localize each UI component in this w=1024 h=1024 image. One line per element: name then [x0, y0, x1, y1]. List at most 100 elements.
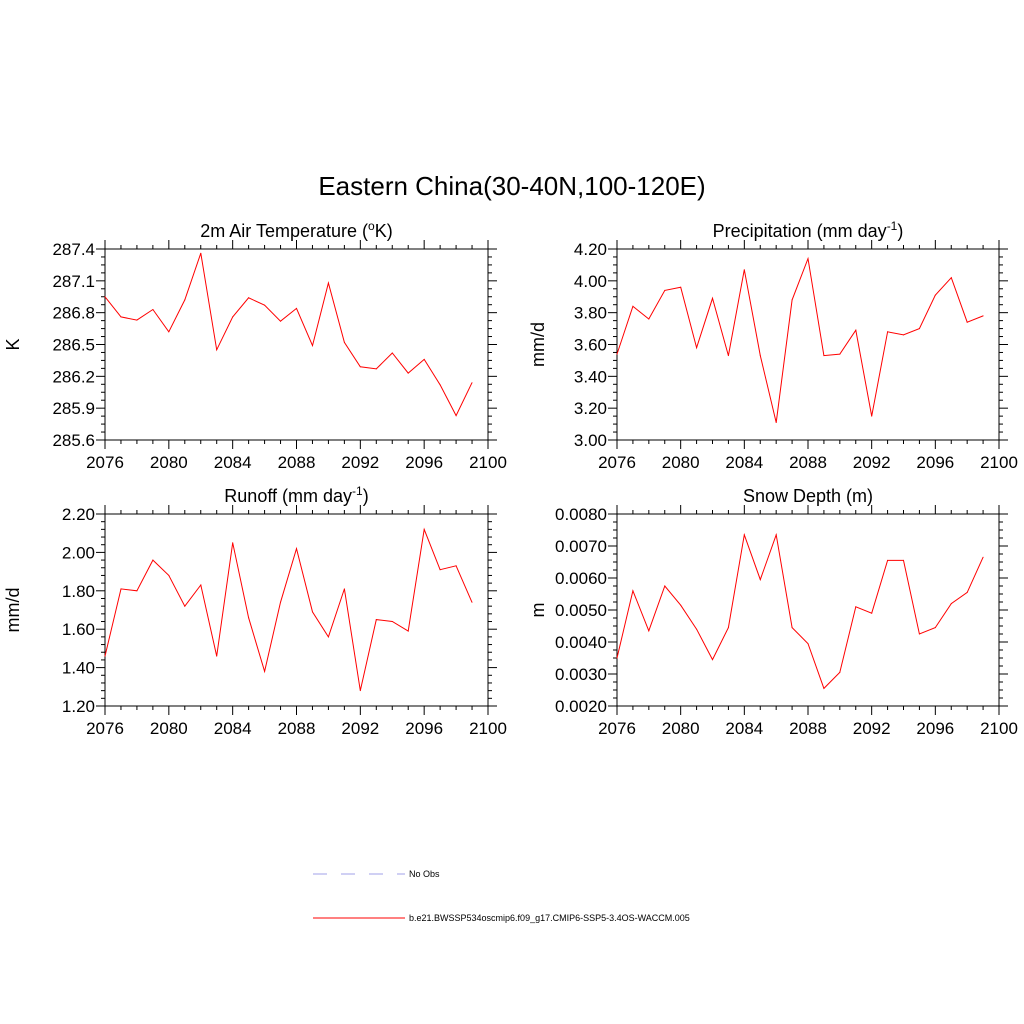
data-point [375, 619, 377, 621]
y-tick-label: 1.60 [62, 620, 95, 639]
data-point [232, 316, 234, 318]
x-tick-label: 2096 [916, 719, 954, 738]
x-tick-label: 2084 [214, 453, 252, 472]
data-point [775, 422, 777, 423]
plot-frame [104, 513, 489, 707]
data-point [887, 331, 889, 333]
data-point [696, 347, 698, 349]
plot-frame [616, 513, 1000, 707]
data-point [136, 590, 138, 592]
data-point [200, 252, 202, 254]
x-tick-label: 2092 [853, 719, 891, 738]
data-point [471, 601, 473, 603]
data-point [184, 605, 186, 607]
x-tick-label: 2100 [469, 719, 507, 738]
data-point [839, 671, 841, 673]
x-tick-label: 2088 [789, 719, 827, 738]
y-tick-label: 286.2 [52, 367, 95, 386]
data-point [871, 415, 873, 417]
data-point [712, 659, 713, 661]
data-point [264, 304, 266, 306]
data-point [423, 358, 425, 360]
y-tick-label: 1.40 [62, 659, 95, 678]
data-point [136, 319, 138, 321]
x-tick-label: 2096 [916, 453, 954, 472]
data-point [471, 382, 473, 384]
x-tick-label: 2088 [789, 453, 827, 472]
panels: 2076 2080 2084 2088 2092 2096 2100 285.6 285.9 28… [3, 219, 1018, 738]
x-tick-label: 2076 [598, 453, 636, 472]
data-point [966, 321, 968, 323]
data-point [120, 316, 122, 318]
data-point [343, 341, 345, 343]
x-tick-label: 2096 [405, 453, 443, 472]
data-point [855, 329, 857, 331]
data-point [104, 655, 106, 657]
data-point [407, 372, 409, 374]
panel-title-text: 2m Air Temperature ( [200, 221, 368, 241]
y-tick-label: 3.00 [574, 431, 607, 450]
data-point [759, 579, 761, 581]
x-tick-label: 2092 [341, 719, 379, 738]
data-point [120, 588, 122, 590]
data-point [312, 345, 313, 347]
data-point [632, 305, 634, 307]
data-point [982, 315, 984, 317]
data-point [312, 611, 313, 613]
data-point [296, 307, 297, 309]
data-point [232, 542, 234, 544]
plot-frame [104, 248, 489, 441]
data-point [950, 277, 952, 279]
data-point [216, 655, 218, 657]
x-tick-label: 2080 [150, 719, 188, 738]
legend-label-no-obs: No Obs [409, 869, 440, 879]
data-point [359, 366, 361, 368]
data-point [934, 294, 936, 296]
data-point [871, 612, 873, 614]
data-point [791, 627, 793, 629]
x-tick-label: 2084 [725, 719, 763, 738]
data-point [918, 633, 920, 635]
figure-title: Eastern China(30-40N,100-120E) [318, 171, 705, 201]
y-axis-label: mm/d [528, 322, 548, 367]
y-axis-label: K [3, 338, 23, 350]
y-tick-label: 286.5 [52, 336, 95, 355]
x-tick-label: 2100 [469, 453, 507, 472]
data-point [775, 534, 777, 536]
y-tick-label: 3.40 [574, 367, 607, 386]
data-point [391, 352, 393, 354]
data-point [343, 588, 345, 590]
data-point [966, 591, 968, 593]
y-tick-label: 0.0020 [555, 697, 607, 716]
panel-title: 2m Air Temperature (oK) [200, 219, 392, 241]
data-point [423, 528, 425, 530]
y-tick-label: 0.0040 [555, 633, 607, 652]
panel-title-suffix: ) [897, 221, 903, 241]
x-tick-label: 2088 [278, 719, 316, 738]
x-tick-label: 2076 [86, 719, 124, 738]
data-point [903, 559, 904, 561]
data-point [439, 384, 441, 386]
data-point [391, 621, 393, 622]
data-point [375, 368, 377, 370]
panel-precipitation: 2076 2080 2084 2088 2092 2096 2100 3.00 3.20 3.40… [528, 219, 1018, 472]
y-tick-label: 285.6 [52, 431, 95, 450]
y-tick-label: 286.8 [52, 304, 95, 323]
x-tick-label: 2080 [150, 453, 188, 472]
data-point [248, 297, 250, 299]
series-line-snow-depth [616, 532, 984, 690]
data-point [903, 334, 904, 336]
x-tick-label: 2100 [980, 719, 1018, 738]
panel-title-superscript: -1 [352, 484, 363, 498]
y-tick-label: 0.0050 [555, 601, 607, 620]
panel-title-text: Runoff (mm day [224, 486, 352, 506]
data-point [680, 286, 682, 288]
x-tick-label: 2076 [86, 453, 124, 472]
y-tick-label: 0.0030 [555, 665, 607, 684]
y-axis-label: mm/d [3, 588, 23, 633]
y-tick-label: 4.20 [574, 240, 607, 259]
x-tick-label: 2088 [278, 453, 316, 472]
x-tick-label: 2100 [980, 453, 1018, 472]
series-line-temperature [104, 253, 473, 417]
data-point [823, 355, 825, 357]
